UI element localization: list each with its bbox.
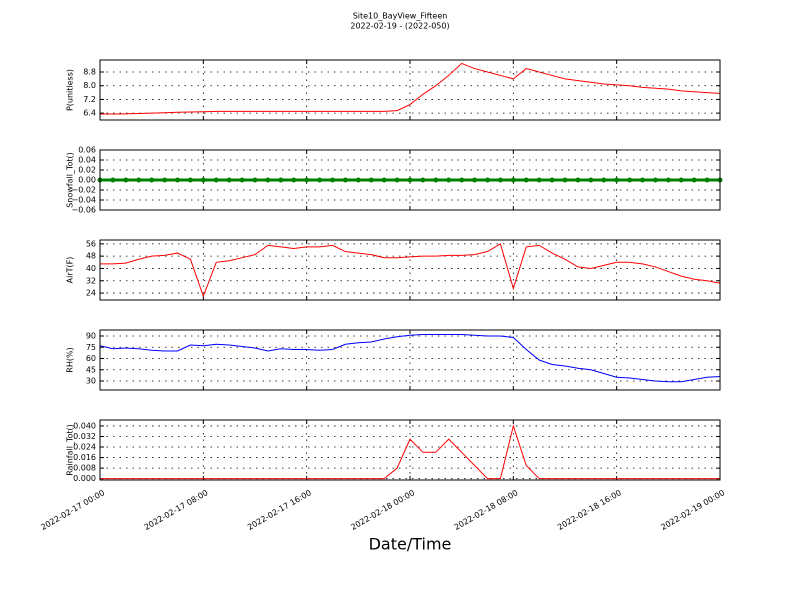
y-tick-label: 0.016 (73, 453, 96, 462)
y-tick-label: 60 (86, 354, 96, 363)
data-point (239, 177, 245, 183)
y-tick-label: 0.02 (78, 166, 96, 175)
subtitle: 2022-02-19 - (2022-050) (350, 22, 449, 31)
y-tick-label: 8.8 (83, 68, 96, 77)
data-point (627, 177, 633, 183)
data-point (549, 177, 555, 183)
y-tick-label: 40 (86, 264, 96, 273)
y-tick-label: 56 (86, 239, 96, 248)
plot-frame (99, 59, 721, 121)
y-tick-label: 8.0 (83, 81, 96, 90)
y-axis-label: AirT(F) (66, 257, 75, 284)
data-point (588, 177, 594, 183)
data-point (136, 177, 142, 183)
data-point (110, 177, 116, 183)
y-tick-label: 24 (86, 289, 96, 298)
data-point (330, 177, 335, 183)
data-point (213, 177, 219, 183)
data-point (691, 177, 697, 183)
data-point (614, 177, 620, 183)
x-tick-label: 2022-02-17 08:00 (143, 488, 210, 532)
y-tick-label: 0.024 (73, 443, 96, 452)
plot-frame (99, 239, 721, 301)
y-axis-label: P(unitless) (66, 69, 75, 111)
y-tick-label: −0.06 (71, 206, 96, 215)
y-tick-label: 0.032 (73, 432, 96, 441)
y-tick-label: 7.2 (83, 95, 96, 104)
data-point (640, 177, 645, 183)
data-point (394, 177, 400, 183)
plot-frame (99, 419, 721, 481)
y-tick-label: 6.4 (83, 109, 96, 118)
data-line (100, 243, 721, 298)
y-tick-label: 0.04 (78, 156, 96, 165)
data-line (100, 424, 720, 480)
data-point (665, 177, 671, 183)
y-tick-label: 45 (86, 365, 96, 374)
data-point (226, 177, 232, 183)
y-tick-label: 0.008 (73, 464, 96, 473)
data-point (678, 177, 684, 183)
y-tick-label: 75 (86, 343, 96, 352)
data-point (485, 177, 490, 183)
y-tick-label: 0.06 (78, 146, 96, 155)
data-point (368, 177, 374, 183)
x-tick-label: 2022-02-18 00:00 (349, 488, 416, 532)
data-point (355, 177, 361, 183)
x-tick-label: 2022-02-18 16:00 (556, 488, 623, 532)
data-point (304, 177, 310, 183)
data-point (187, 177, 193, 183)
y-tick-label: 30 (86, 377, 96, 386)
data-point (562, 177, 568, 183)
data-point (575, 177, 581, 183)
y-tick-label: 0.00 (78, 176, 96, 185)
data-point (510, 177, 516, 183)
data-point (536, 177, 542, 183)
data-point (446, 177, 452, 183)
data-point (459, 177, 465, 183)
data-point (342, 177, 348, 183)
y-axis-label: RH(%) (66, 347, 75, 372)
data-point (265, 177, 271, 183)
data-point (407, 177, 413, 183)
data-point (523, 177, 529, 183)
y-axis-label: Snowfall_Tot() (66, 152, 75, 208)
data-point (497, 177, 503, 183)
data-point (601, 177, 607, 183)
y-tick-label: 90 (86, 332, 96, 341)
data-point (704, 177, 710, 183)
data-point (433, 177, 439, 183)
data-point (200, 177, 206, 183)
x-tick-label: 2022-02-17 00:00 (39, 488, 106, 532)
data-point (472, 177, 478, 183)
y-tick-label: 0.040 (73, 421, 96, 430)
data-point (149, 177, 155, 183)
x-axis-label: Date/Time (369, 535, 452, 554)
data-point (252, 177, 258, 183)
x-tick-label: 2022-02-19 00:00 (659, 488, 726, 532)
data-point (652, 177, 658, 183)
plot-frame (99, 329, 721, 391)
y-tick-label: 32 (86, 276, 96, 285)
plot-frame (99, 149, 721, 211)
y-tick-label: 0.000 (73, 474, 96, 483)
y-tick-label: −0.04 (71, 196, 96, 205)
data-point (420, 177, 426, 183)
y-axis-label: Rainfall_Tot() (66, 424, 75, 476)
x-tick-label: 2022-02-17 16:00 (246, 488, 313, 532)
data-point (123, 177, 129, 183)
title: Site10_BayView_Fifteen (353, 12, 448, 21)
data-point (162, 177, 168, 183)
y-tick-label: 48 (86, 252, 96, 261)
data-line (99, 334, 721, 383)
data-line (100, 62, 721, 115)
data-point (317, 177, 323, 183)
y-tick-label: −0.02 (71, 186, 96, 195)
data-point (278, 177, 284, 183)
data-point (291, 177, 297, 183)
data-point (175, 177, 180, 183)
x-tick-label: 2022-02-18 08:00 (453, 488, 520, 532)
data-point (381, 177, 387, 183)
